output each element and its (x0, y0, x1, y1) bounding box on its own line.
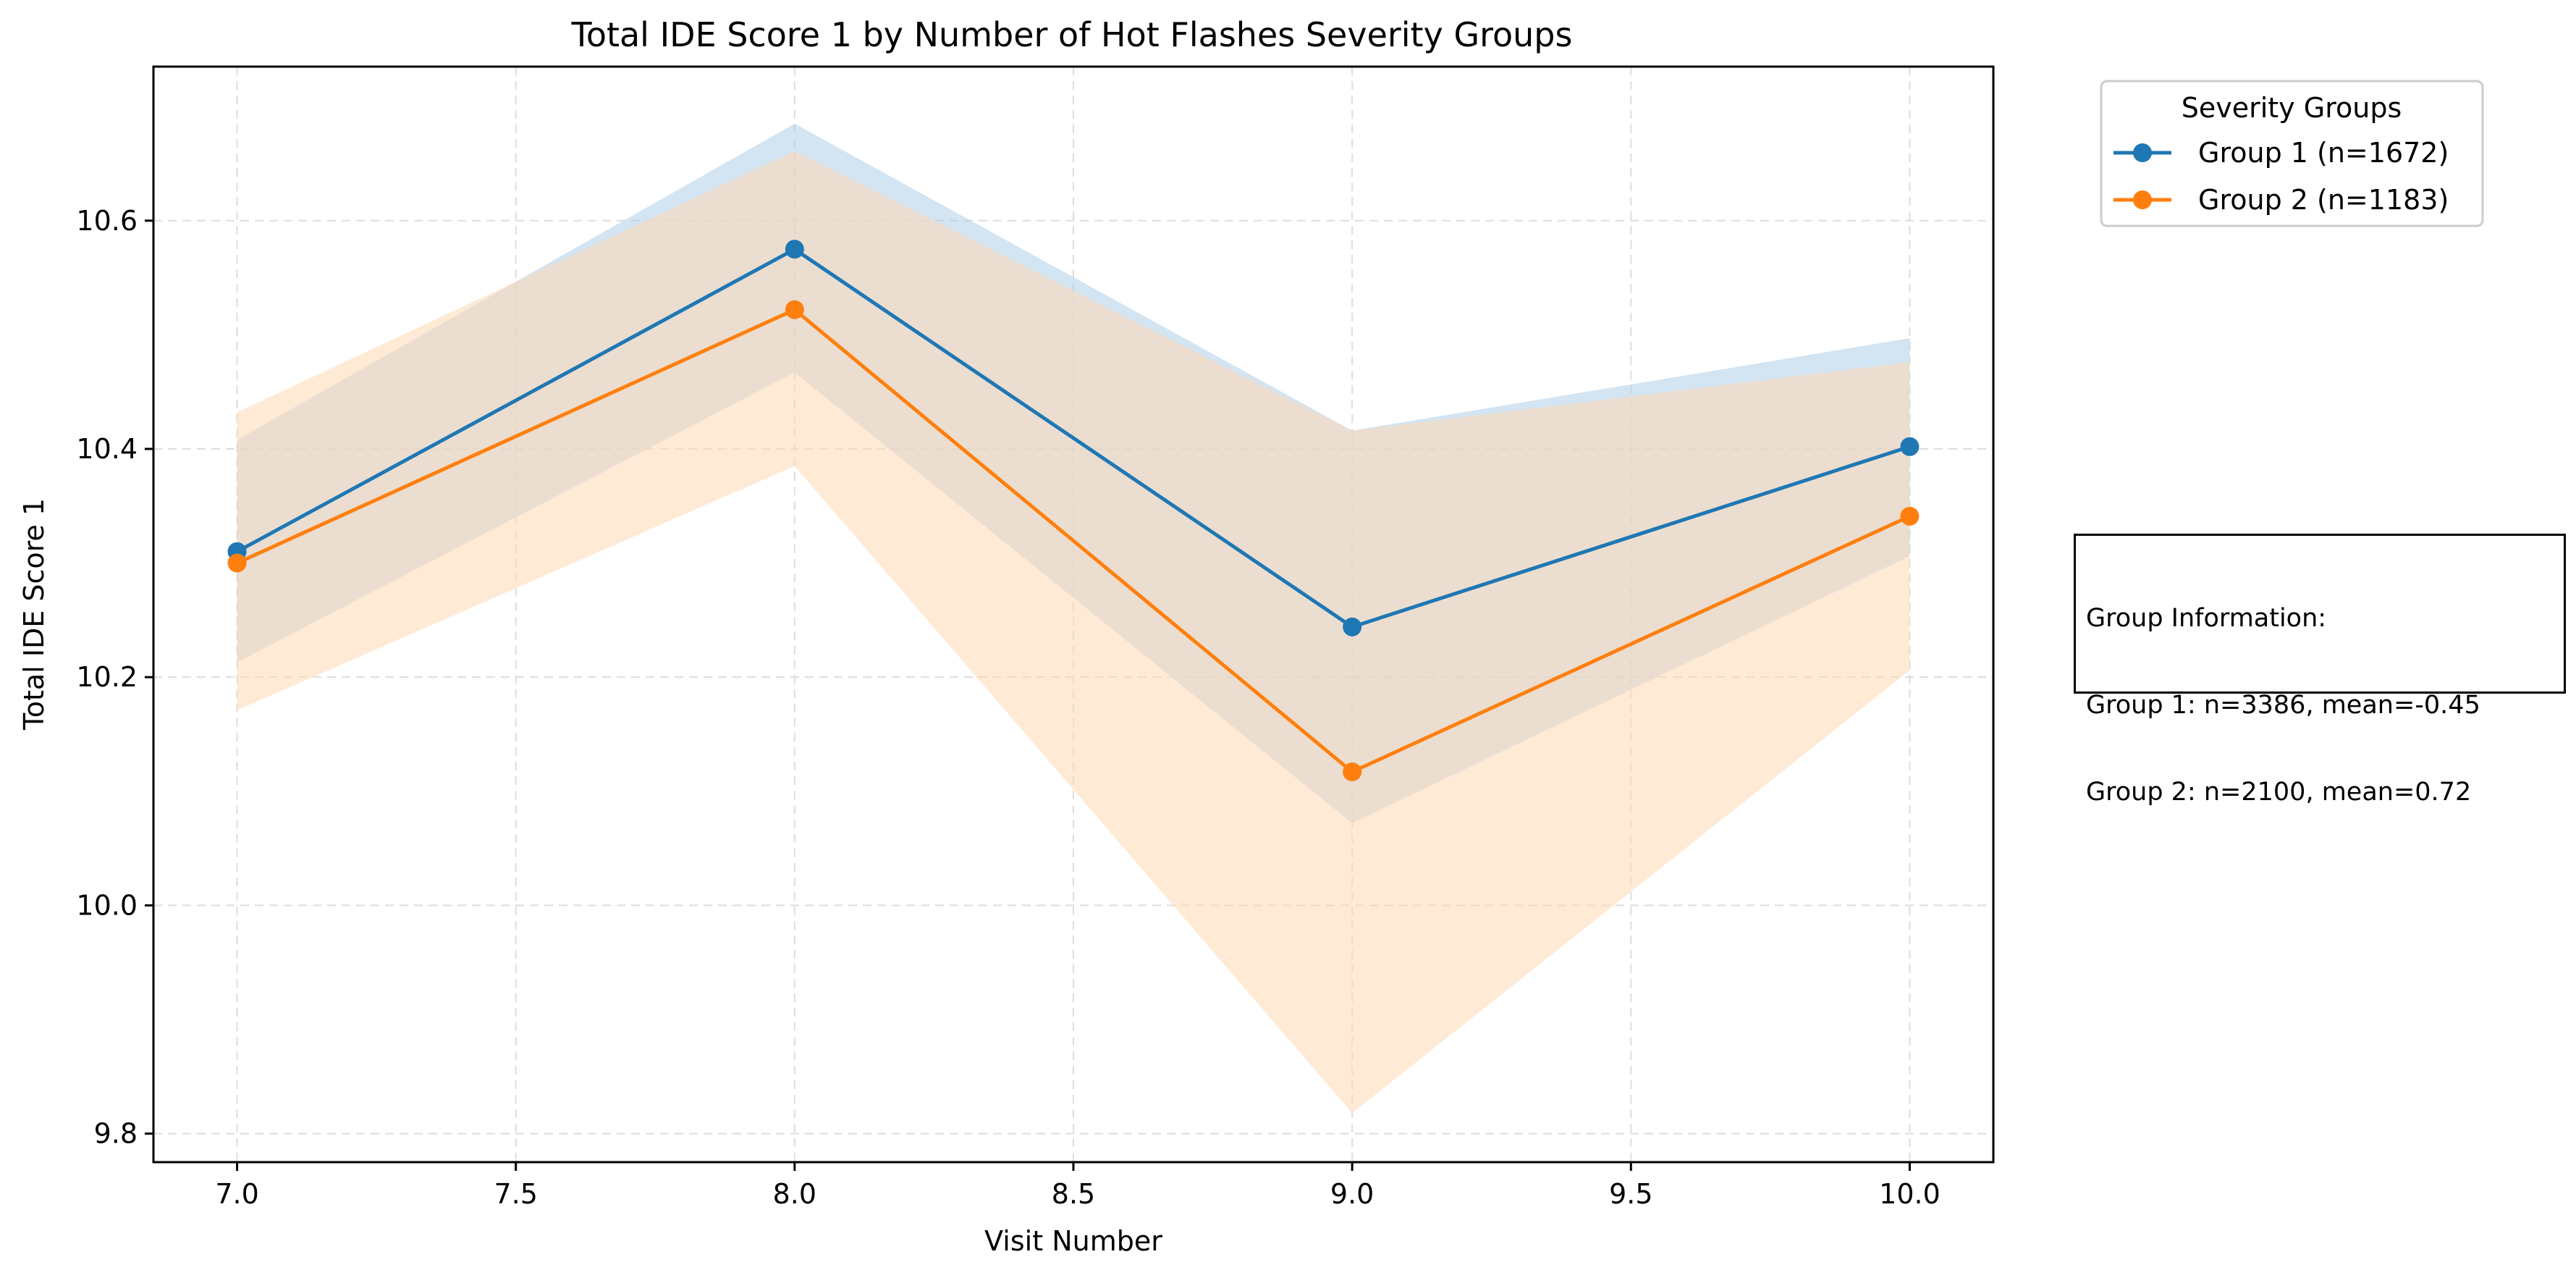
info-box-line: Group 2: n=2100, mean=0.72 (2086, 778, 2472, 807)
x-tick-label: 8.0 (773, 1178, 816, 1210)
y-tick-label: 10.4 (76, 433, 138, 465)
legend-title: Severity Groups (2182, 92, 2402, 124)
data-point-group-2 (1900, 506, 1920, 526)
series-points (227, 240, 1920, 781)
x-tick-label: 7.0 (215, 1178, 258, 1210)
x-axis-ticks: 7.0 7.5 8.0 8.5 9.0 9.5 10.0 (215, 1162, 1941, 1210)
group-information-box: Group Information: Group 1: n=3386, mean… (2074, 534, 2566, 807)
data-point-group-2 (785, 300, 804, 319)
x-axis-label: Visit Number (984, 1225, 1162, 1257)
data-point-group-1 (1343, 617, 1362, 636)
y-tick-label: 9.8 (94, 1118, 138, 1150)
legend-marker (2133, 190, 2152, 209)
data-point-group-2 (1343, 762, 1362, 781)
info-box-line: Group 1: n=3386, mean=-0.45 (2086, 691, 2480, 720)
x-tick-label: 7.5 (494, 1178, 537, 1210)
x-tick-label: 10.0 (1879, 1178, 1941, 1210)
confidence-bands (237, 123, 1910, 1114)
x-tick-label: 8.5 (1052, 1178, 1095, 1210)
y-tick-label: 10.2 (76, 661, 138, 693)
y-axis-ticks: 9.8 10.0 10.2 10.4 10.6 (76, 205, 153, 1150)
y-tick-label: 10.6 (76, 205, 138, 237)
confidence-band-group-2 (237, 151, 1910, 1114)
data-point-group-2 (227, 553, 247, 573)
legend-frame (2100, 80, 2484, 227)
x-tick-label: 9.0 (1330, 1178, 1374, 1210)
info-box-line: Group Information: (2086, 604, 2327, 633)
y-axis-label: Total IDE Score 1 (18, 498, 50, 731)
x-tick-label: 9.5 (1609, 1178, 1652, 1210)
legend-marker (2133, 143, 2152, 162)
series-line-group-1 (236, 247, 1911, 629)
legend-label: Group 1 (n=1672) (2198, 137, 2449, 169)
legend-label: Group 2 (n=1183) (2198, 184, 2449, 216)
y-tick-label: 10.0 (76, 889, 138, 921)
series-line-group-2 (236, 307, 1911, 774)
data-point-group-1 (1900, 437, 1920, 456)
data-point-group-1 (785, 240, 804, 259)
series-lines (236, 247, 1911, 774)
legend: Severity Groups Group 1 (n=1672) Group 2 … (2100, 80, 2484, 227)
chart-title: Total IDE Score 1 by Number of Hot Flash… (571, 15, 1573, 54)
